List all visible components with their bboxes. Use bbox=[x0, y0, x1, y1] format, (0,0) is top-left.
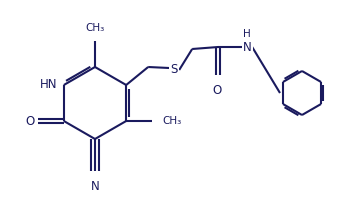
Text: S: S bbox=[170, 62, 178, 76]
Text: N: N bbox=[243, 41, 252, 54]
Text: CH₃: CH₃ bbox=[162, 116, 182, 126]
Text: CH₃: CH₃ bbox=[85, 23, 105, 33]
Text: N: N bbox=[91, 180, 100, 193]
Text: H: H bbox=[243, 29, 251, 39]
Text: HN: HN bbox=[40, 77, 58, 91]
Text: O: O bbox=[25, 115, 34, 127]
Text: O: O bbox=[213, 84, 222, 97]
